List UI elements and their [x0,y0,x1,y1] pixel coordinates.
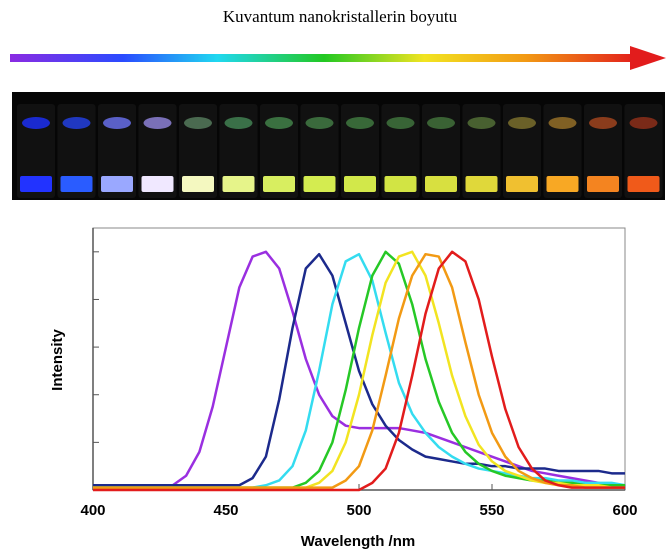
x-axis-label: Wavelength /nm [301,533,415,550]
vial-top [224,117,253,129]
vial-glow [384,176,417,192]
vial [260,104,298,198]
vial-photo [12,92,665,200]
vial-glow [344,176,376,192]
vial-glow [60,176,93,192]
vial-top [548,117,577,129]
spectrum-line [93,252,625,489]
vial-top [103,117,131,129]
vial-top [305,117,334,129]
size-arrow [10,54,638,62]
x-tick-label: 600 [612,502,637,519]
x-tick-label: 500 [346,502,371,519]
vial-glow [425,176,457,192]
vial-glow [506,176,538,192]
vial [624,104,663,198]
plot-frame [92,227,626,491]
chart: Wavelength /nm Intensity 400 450 500 550 600 [49,227,638,550]
vial-glow [182,176,214,192]
vial [341,104,379,198]
vial-glow [465,176,498,192]
vial-top [467,117,496,129]
vial-top [346,117,374,129]
vial-glow [20,176,52,192]
spectrum-line [93,250,625,492]
vial-top [589,117,617,129]
vial-glow [627,176,660,192]
vial-glow [101,176,133,192]
y-axis-label: Intensity [49,329,66,391]
vial-top [508,117,536,129]
vial-top [427,117,455,129]
vial [543,104,582,198]
vial-glow [222,176,255,192]
vial-glow [263,176,295,192]
vial [584,104,622,198]
vial-top [184,117,212,129]
x-tick-label: 550 [479,502,504,519]
vial [462,104,501,198]
vial [503,104,541,198]
vial [138,104,177,198]
vial-top [143,117,172,129]
spectrum-line [93,252,625,487]
vial [381,104,420,198]
vial-top [265,117,293,129]
vial-glow [141,176,174,192]
x-tick-label: 400 [80,502,105,519]
vial-top [386,117,415,129]
vial-glow [587,176,619,192]
vial-top [629,117,658,129]
vial-top [22,117,50,129]
x-tick-label: 450 [213,502,238,519]
figure-title: Kuvantum nanokristallerin boyutu [223,7,458,26]
vial [17,104,55,198]
vial [219,104,258,198]
vial [57,104,96,198]
vial [98,104,136,198]
vial-top [62,117,91,129]
arrow-head [630,46,666,70]
vial [179,104,217,198]
vial [300,104,339,198]
vial-glow [303,176,336,192]
vial [422,104,460,198]
vial-glow [546,176,579,192]
